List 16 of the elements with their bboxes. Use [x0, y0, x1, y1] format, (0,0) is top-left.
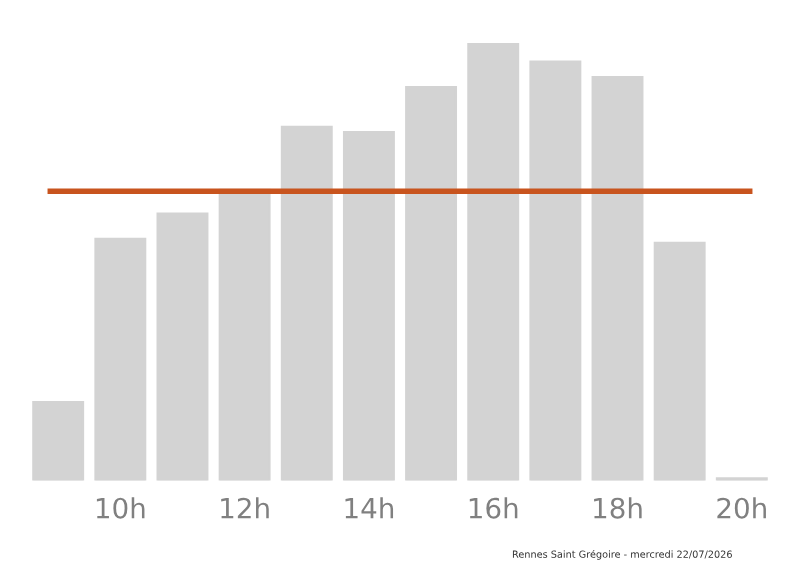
x-tick-label: 12h — [221, 497, 269, 519]
x-tick-label: 18h — [594, 497, 642, 519]
x-tick-label: 10h — [96, 497, 145, 519]
bar — [342, 131, 395, 481]
x-tick-label: 14h — [345, 497, 394, 519]
x-tick-label: 20h — [717, 497, 766, 519]
bar — [94, 237, 147, 481]
bar — [280, 125, 333, 481]
x-tick-label: 16h — [469, 497, 518, 519]
bar — [156, 212, 209, 481]
bar — [405, 85, 458, 481]
bar — [529, 60, 582, 481]
bar — [653, 241, 706, 481]
bar — [32, 401, 85, 481]
bar — [467, 42, 520, 481]
bar — [591, 75, 644, 481]
